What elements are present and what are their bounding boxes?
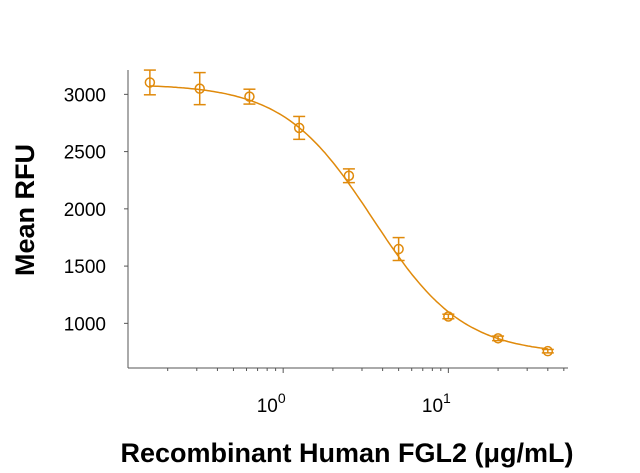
data-point — [442, 311, 455, 322]
y-tick-label: 2000 — [64, 200, 106, 221]
x-tick-label: 100 — [257, 390, 286, 417]
point-marker — [542, 345, 554, 357]
data-point — [392, 236, 405, 262]
data-point — [541, 345, 554, 357]
y-tick-label: 1000 — [64, 314, 106, 335]
fit-curve — [149, 85, 548, 350]
point-marker — [443, 311, 454, 322]
y-tick-label: 3000 — [64, 85, 106, 106]
x-tick-label: 101 — [422, 390, 451, 417]
data-point — [492, 333, 505, 344]
y-tick-label: 2500 — [64, 143, 106, 164]
point-marker — [343, 170, 355, 182]
point-marker — [244, 91, 255, 102]
data-point — [143, 69, 156, 96]
data-point — [193, 71, 206, 106]
y-tick-label: 1500 — [64, 257, 106, 278]
point-marker — [144, 77, 156, 88]
point-marker — [393, 243, 404, 255]
data-point — [243, 88, 256, 105]
point-marker — [293, 122, 305, 134]
data-point — [342, 168, 355, 184]
x-axis-label: Recombinant Human FGL2 (μg/mL) — [120, 438, 573, 468]
point-marker — [492, 333, 504, 344]
point-marker — [194, 83, 205, 94]
data-point — [293, 115, 306, 141]
y-axis-label: Mean RFU — [10, 144, 40, 276]
